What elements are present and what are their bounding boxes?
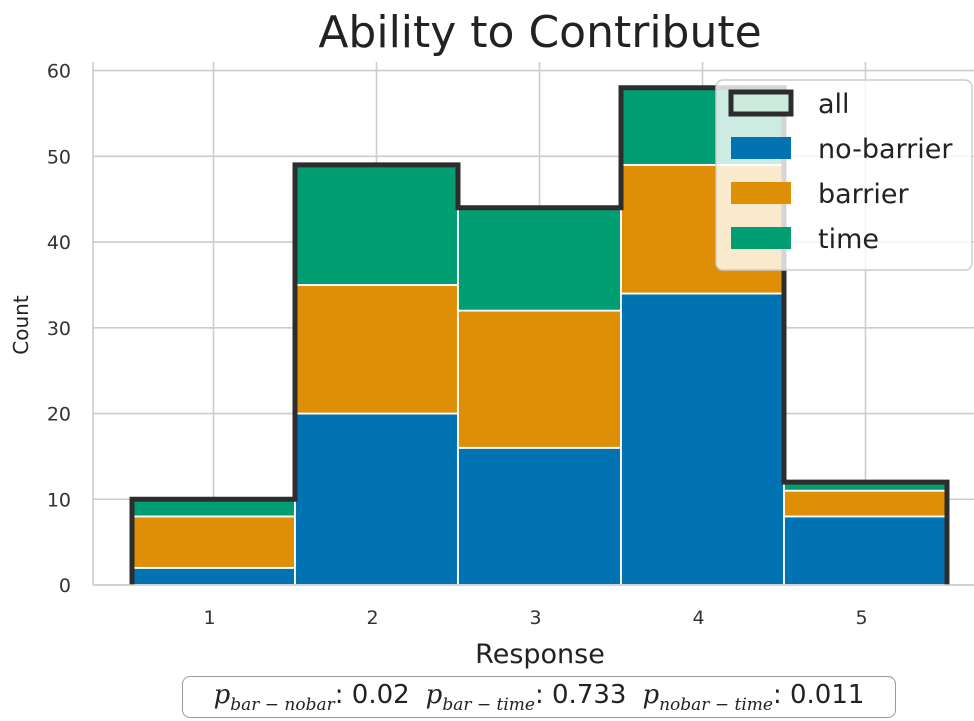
x-tick-label: 2 [366, 607, 378, 629]
bar-no-barrier [783, 515, 948, 586]
y-tick-label: 60 [47, 61, 71, 83]
chart-title: Ability to Contribute [318, 7, 761, 58]
p-bar-time: pbar − time: 0.733 [425, 679, 627, 715]
y-axis-label: Count [9, 295, 33, 355]
x-tick-label: 3 [529, 607, 541, 629]
bar-time [294, 163, 459, 286]
y-tick-label: 30 [47, 318, 71, 340]
y-tick-label: 40 [47, 232, 71, 254]
legend-label-all: all [818, 89, 850, 120]
bar-no-barrier [131, 566, 296, 586]
x-tick-label: 1 [203, 607, 215, 629]
legend-swatch-barrier [731, 182, 791, 204]
y-tick-label: 10 [47, 489, 71, 511]
legend-swatch-time [731, 227, 791, 249]
x-tick-label: 5 [855, 607, 867, 629]
all-outline [129, 85, 950, 585]
p-value-box: pbar − nobar: 0.02 pbar − time: 0.733 pn… [182, 676, 896, 718]
bar-time [131, 498, 296, 518]
bar-no-barrier [294, 412, 459, 586]
y-ticks: 0 10 20 30 40 50 60 [47, 61, 71, 597]
legend-label-no-barrier: no-barrier [818, 134, 953, 165]
bar-time [457, 206, 622, 312]
bar-barrier [294, 284, 459, 415]
legend-swatch-no-barrier [731, 137, 791, 159]
legend-frame [715, 79, 973, 271]
bar-barrier [131, 515, 296, 569]
bars [131, 86, 948, 586]
p-nobar-time: pnobar − time: 0.011 [642, 679, 865, 715]
legend-label-barrier: barrier [818, 179, 910, 210]
x-axis-label: Response [475, 639, 605, 670]
y-tick-label: 20 [47, 404, 71, 426]
x-tick-label: 4 [692, 607, 704, 629]
bar-barrier [783, 489, 948, 518]
bar-no-barrier [620, 292, 785, 586]
bar-barrier [457, 309, 622, 449]
y-tick-label: 0 [59, 575, 71, 597]
bar-no-barrier [457, 446, 622, 586]
legend-label-time: time [818, 224, 879, 255]
axes [92, 62, 974, 586]
all-step-line [129, 85, 950, 585]
chart: Ability to Contribute 0 10 20 30 40 50 60 1 2 3 4… [9, 7, 974, 670]
legend: all no-barrier barrier time [715, 79, 973, 271]
legend-swatch-all [728, 89, 794, 117]
p-bar-nobar: pbar − nobar: 0.02 [213, 679, 410, 715]
x-ticks: 1 2 3 4 5 [203, 607, 867, 629]
y-tick-label: 50 [47, 146, 71, 168]
